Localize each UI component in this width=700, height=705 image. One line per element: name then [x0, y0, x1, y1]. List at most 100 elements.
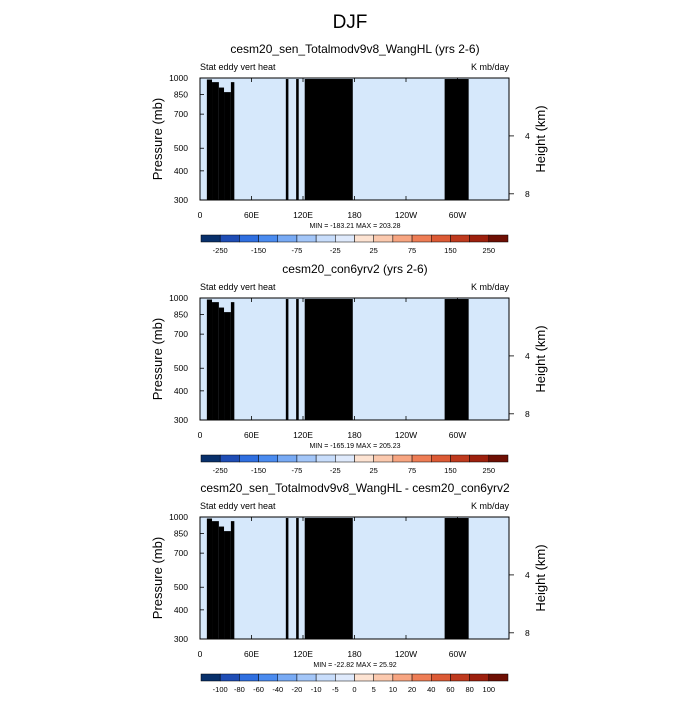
- colorbar-swatch: [200, 234, 221, 243]
- colorbar-swatch: [239, 673, 259, 682]
- y-tick-label: 1000: [169, 512, 188, 522]
- y-tick-label: 700: [174, 329, 188, 339]
- colorbar-label: 20: [408, 685, 416, 694]
- terrain-block: [224, 92, 231, 200]
- colorbar-swatch: [450, 454, 470, 463]
- terrain-block: [285, 79, 289, 200]
- chart-right-label: K mb/day: [471, 282, 510, 292]
- colorbar-swatch: [258, 673, 278, 682]
- chart-left-label: Stat eddy vert heat: [200, 282, 276, 292]
- colorbar-label: 25: [370, 246, 378, 255]
- terrain-block: [304, 518, 353, 639]
- colorbar-label: 5: [372, 685, 376, 694]
- colorbar-swatch: [469, 673, 490, 682]
- x-tick-label: 180: [347, 649, 361, 659]
- y-tick-label: 1000: [169, 73, 188, 83]
- colorbar-label: 250: [483, 246, 496, 255]
- colorbar-swatch: [354, 454, 374, 463]
- terrain-block: [206, 518, 213, 639]
- colorbar-swatch: [450, 673, 470, 682]
- colorbar-swatch: [411, 673, 432, 682]
- colorbar-label: -25: [330, 466, 341, 475]
- x-tick-label: 60E: [244, 430, 259, 440]
- chart-left-label: Stat eddy vert heat: [200, 62, 276, 72]
- colorbar-label: -150: [251, 246, 266, 255]
- colorbar-swatch: [469, 454, 490, 463]
- terrain-block: [212, 302, 219, 420]
- colorbar-swatch: [219, 234, 240, 243]
- terrain-block: [206, 299, 213, 420]
- colorbar-swatch: [392, 454, 413, 463]
- y-tick-label: 500: [174, 363, 188, 373]
- colorbar-swatch: [354, 673, 374, 682]
- colorbar-label: -60: [253, 685, 264, 694]
- y-tick-label: 300: [174, 195, 188, 205]
- colorbar-swatch: [392, 234, 413, 243]
- chart-panel-1: cesm20_sen_Totalmodv9v8_WangHL (yrs 2-6)…: [150, 42, 548, 255]
- colorbar-label: 75: [408, 466, 416, 475]
- colorbar-swatch: [315, 454, 336, 463]
- colorbar-label: -5: [332, 685, 339, 694]
- chart-panel-2: cesm20_con6yrv2 (yrs 2-6) Stat eddy vert …: [150, 262, 548, 475]
- colorbar-swatch: [296, 454, 317, 463]
- y-tick-label: 850: [174, 89, 188, 99]
- colorbar-swatch: [296, 234, 317, 243]
- terrain-block: [206, 79, 213, 200]
- x-tick-label: 180: [347, 430, 361, 440]
- colorbar-swatch: [335, 454, 355, 463]
- x-tick-label: 120E: [293, 649, 313, 659]
- y-tick-label: 850: [174, 309, 188, 319]
- x-tick-label: 0: [198, 210, 203, 220]
- y2-tick-label: 4: [525, 570, 530, 580]
- colorbar-swatch: [219, 454, 240, 463]
- y-tick-label: 400: [174, 166, 188, 176]
- colorbar-label: 100: [483, 685, 496, 694]
- colorbar-label: 40: [427, 685, 435, 694]
- colorbar-swatch: [277, 673, 298, 682]
- colorbar-label: 0: [352, 685, 356, 694]
- colorbar-label: 75: [408, 246, 416, 255]
- y-axis-title: Pressure (mb): [150, 537, 165, 619]
- colorbar-label: -10: [311, 685, 322, 694]
- colorbar-swatch: [392, 673, 413, 682]
- colorbar-swatch: [200, 673, 221, 682]
- x-tick-label: 120W: [395, 430, 417, 440]
- y2-tick-label: 8: [525, 189, 530, 199]
- colorbar-label: -75: [292, 466, 303, 475]
- colorbar-label: -20: [292, 685, 303, 694]
- y2-axis-title: Height (km): [533, 544, 548, 611]
- x-tick-label: 0: [198, 649, 203, 659]
- colorbar-swatch: [373, 454, 394, 463]
- x-tick-label: 120W: [395, 210, 417, 220]
- y2-axis-title: Height (km): [533, 105, 548, 172]
- colorbar-label: 250: [483, 466, 496, 475]
- colorbar-label: 80: [465, 685, 473, 694]
- colorbar-swatch: [431, 454, 451, 463]
- y2-tick-label: 4: [525, 351, 530, 361]
- y-tick-label: 300: [174, 634, 188, 644]
- colorbar-swatch: [258, 234, 278, 243]
- x-tick-label: 60W: [449, 430, 466, 440]
- terrain-block: [296, 518, 299, 639]
- colorbar-swatch: [488, 673, 509, 682]
- y-tick-label: 400: [174, 386, 188, 396]
- colorbar-label: -150: [251, 466, 266, 475]
- stats-text: MIN = -183.21 MAX = 203.28: [309, 223, 400, 230]
- terrain-block: [230, 82, 235, 200]
- colorbar-label: 25: [370, 466, 378, 475]
- contour-field: [200, 298, 509, 420]
- colorbar-swatch: [200, 454, 221, 463]
- colorbar-label: -75: [292, 246, 303, 255]
- colorbar-label: 150: [444, 246, 457, 255]
- colorbar-label: -250: [213, 246, 228, 255]
- y-tick-label: 700: [174, 548, 188, 558]
- x-tick-label: 60E: [244, 649, 259, 659]
- y-tick-label: 500: [174, 582, 188, 592]
- colorbar-label: -250: [213, 466, 228, 475]
- contour-field: [200, 78, 509, 200]
- y-tick-label: 500: [174, 143, 188, 153]
- terrain-block: [224, 531, 231, 639]
- stats-text: MIN = -165.19 MAX = 205.23: [309, 443, 400, 450]
